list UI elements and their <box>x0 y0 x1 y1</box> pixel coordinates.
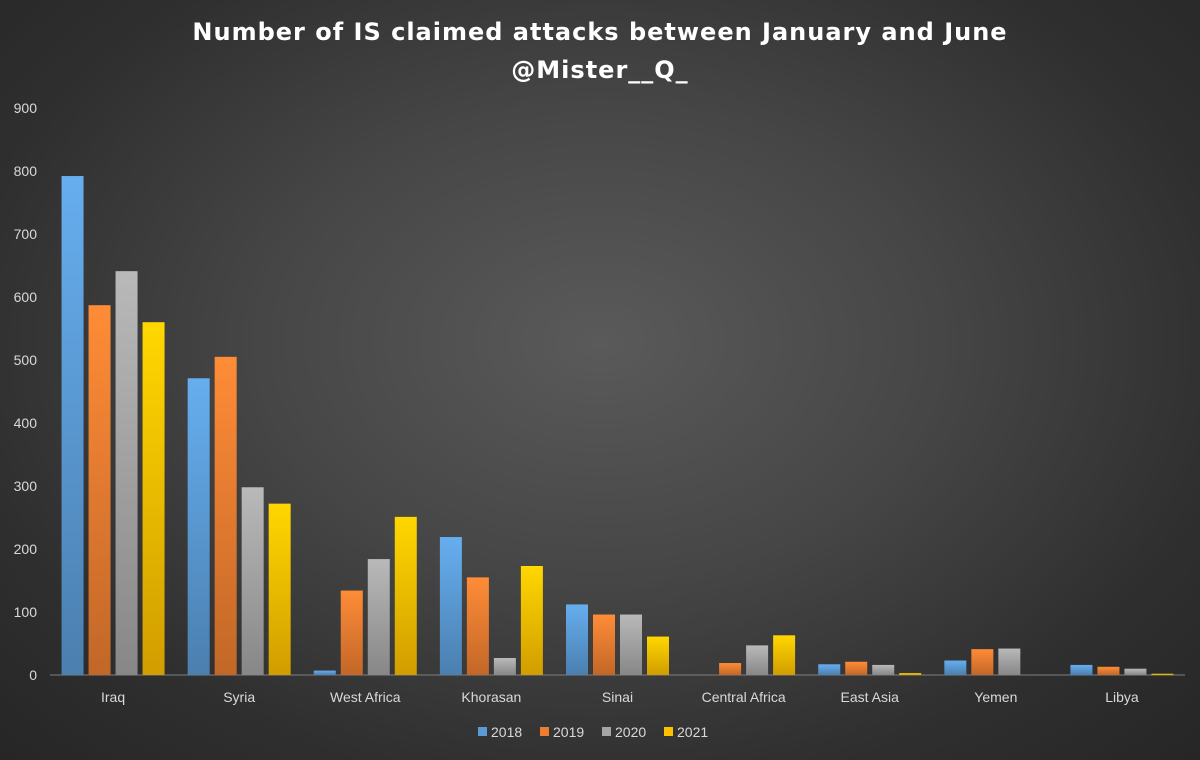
bar-2020 <box>998 648 1021 675</box>
bar-2019 <box>593 614 615 675</box>
bar-2019 <box>845 661 868 675</box>
y-tick-label: 400 <box>14 415 38 431</box>
legend: 2018 2019 2020 2021 <box>478 724 708 740</box>
bar-2018 <box>566 604 588 675</box>
x-tick-label: Central Africa <box>702 689 786 705</box>
bar-2019 <box>214 356 237 675</box>
y-tick-label: 0 <box>29 667 37 683</box>
y-tick-label: 300 <box>14 478 38 494</box>
legend-swatch-2018 <box>478 727 487 736</box>
bar-2021 <box>899 673 922 675</box>
bar-2020 <box>367 559 390 675</box>
bar-2021 <box>647 636 669 675</box>
bar-2019 <box>88 305 111 675</box>
chart-title: Number of IS claimed attacks between Jan… <box>192 18 1008 46</box>
bar-2018 <box>818 664 841 675</box>
x-tick-label: Libya <box>1105 689 1139 705</box>
y-tick-label: 200 <box>14 541 38 557</box>
y-tick-label: 800 <box>14 163 38 179</box>
y-tick-label: 700 <box>14 226 38 242</box>
bar-2021 <box>142 322 165 675</box>
bar-2018 <box>313 670 336 675</box>
bar-2020 <box>620 614 642 675</box>
y-tick-label: 100 <box>14 604 38 620</box>
y-tick-label: 500 <box>14 352 38 368</box>
bar-2018 <box>61 176 84 676</box>
y-tick-label: 900 <box>14 100 38 116</box>
legend-swatch-2020 <box>602 727 611 736</box>
bar-2020 <box>493 657 516 675</box>
legend-label-2018: 2018 <box>491 724 522 740</box>
bar-2019 <box>971 649 994 675</box>
bar-2021 <box>520 566 543 675</box>
bar-2018 <box>1070 664 1093 675</box>
bar-2019 <box>1097 666 1120 675</box>
legend-swatch-2021 <box>664 727 673 736</box>
bar-2021 <box>1151 673 1174 675</box>
bar-2018 <box>187 378 210 675</box>
x-tick-label: West Africa <box>330 689 401 705</box>
x-tick-label: Yemen <box>974 689 1017 705</box>
x-tick-label: Khorasan <box>461 689 521 705</box>
legend-label-2019: 2019 <box>553 724 584 740</box>
bar-2021 <box>394 516 417 675</box>
y-axis: 0 100 200 300 400 500 600 700 800 900 <box>14 100 38 683</box>
x-tick-label: East Asia <box>841 689 900 705</box>
bar-2020 <box>241 487 264 675</box>
x-tick-label: Syria <box>223 689 255 705</box>
bar-2020 <box>746 645 769 675</box>
bar-2018 <box>944 660 967 675</box>
bar-2019 <box>466 577 489 675</box>
legend-label-2020: 2020 <box>615 724 646 740</box>
bar-2020 <box>1124 668 1147 675</box>
legend-swatch-2019 <box>540 727 549 736</box>
legend-label-2021: 2021 <box>677 724 708 740</box>
x-tick-label: Sinai <box>602 689 633 705</box>
y-tick-label: 600 <box>14 289 38 305</box>
bar-2020 <box>872 664 895 675</box>
bar-2018 <box>439 537 462 675</box>
chart-subtitle: @Mister__Q_ <box>511 56 689 84</box>
bar-2021 <box>773 635 796 675</box>
bar-2021 <box>268 503 291 675</box>
bar-2019 <box>340 590 363 675</box>
bar-2020 <box>115 271 138 675</box>
bar-2019 <box>719 663 742 675</box>
bars-group <box>61 176 1174 676</box>
x-axis: Iraq Syria West Africa Khorasan Sinai Central… <box>50 674 1185 705</box>
x-tick-label: Iraq <box>101 689 125 705</box>
